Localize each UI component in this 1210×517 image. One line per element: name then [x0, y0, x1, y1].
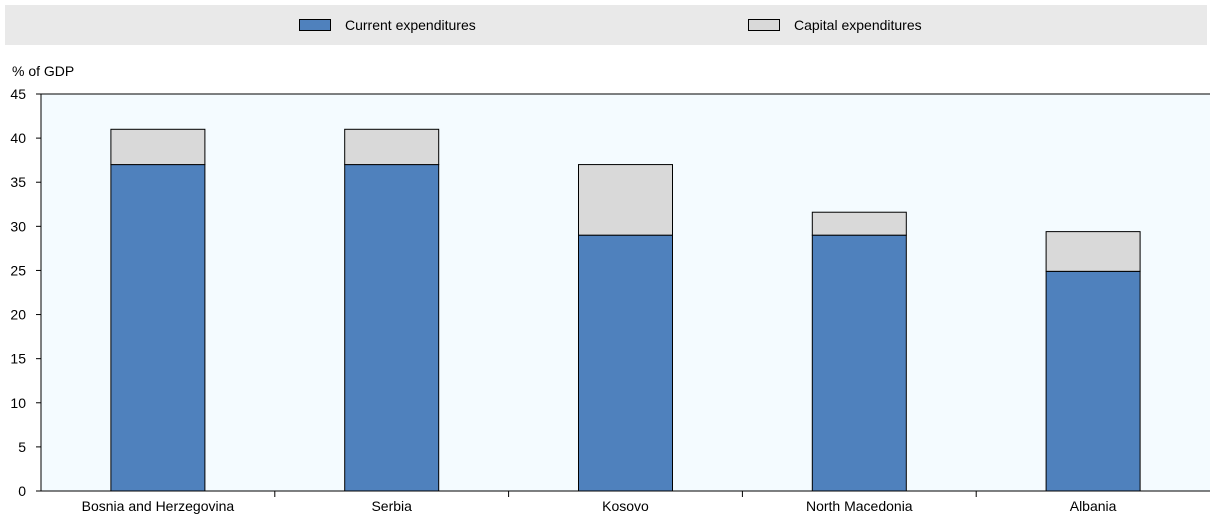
y-tick-label: 35	[10, 174, 26, 190]
x-tick-label: North Macedonia	[806, 498, 913, 514]
legend-item-current-expenditures: Current expenditures	[299, 17, 476, 33]
y-tick-label: 20	[10, 307, 26, 323]
bar-capital-3	[811, 211, 907, 236]
bar-current-4	[1045, 270, 1141, 492]
y-axis-unit-label: % of GDP	[12, 63, 75, 79]
y-tick-label: 5	[18, 439, 26, 455]
legend-item-capital-expenditures: Capital expenditures	[748, 17, 922, 33]
legend: Current expenditures Capital expenditure…	[5, 5, 1207, 45]
legend-label-current-expenditures: Current expenditures	[345, 17, 476, 33]
legend-swatch-capital-expenditures	[748, 19, 780, 31]
y-tick-label: 25	[10, 262, 26, 278]
y-tick-label: 40	[10, 130, 26, 146]
bar-current-0	[110, 164, 206, 492]
y-tick-label: 10	[10, 395, 26, 411]
bar-capital-0	[110, 128, 206, 166]
y-tick-label: 30	[10, 218, 26, 234]
y-tick-label: 15	[10, 351, 26, 367]
bar-capital-1	[344, 128, 440, 166]
x-tick-label: Albania	[1070, 498, 1117, 514]
bar-capital-2	[578, 164, 673, 236]
bar-capital-4	[1045, 231, 1141, 272]
x-tick-label: Bosnia and Herzegovina	[82, 498, 235, 514]
legend-label-capital-expenditures: Capital expenditures	[794, 17, 922, 33]
legend-swatch-current-expenditures	[299, 19, 331, 31]
y-tick-label: 0	[18, 483, 26, 499]
bar-current-1	[344, 164, 440, 492]
y-tick-label: 45	[10, 86, 26, 102]
x-tick-label: Serbia	[371, 498, 412, 514]
bar-current-2	[578, 234, 673, 492]
x-tick-label: Kosovo	[602, 498, 649, 514]
bar-current-3	[811, 234, 907, 492]
